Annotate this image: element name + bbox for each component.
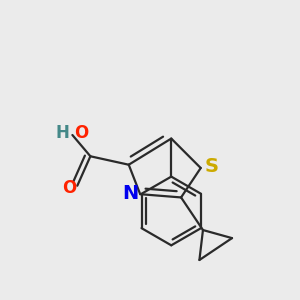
Text: S: S xyxy=(205,157,218,176)
Text: O: O xyxy=(74,124,88,142)
Text: N: N xyxy=(122,184,139,203)
Text: O: O xyxy=(62,179,76,197)
Text: H: H xyxy=(55,124,69,142)
